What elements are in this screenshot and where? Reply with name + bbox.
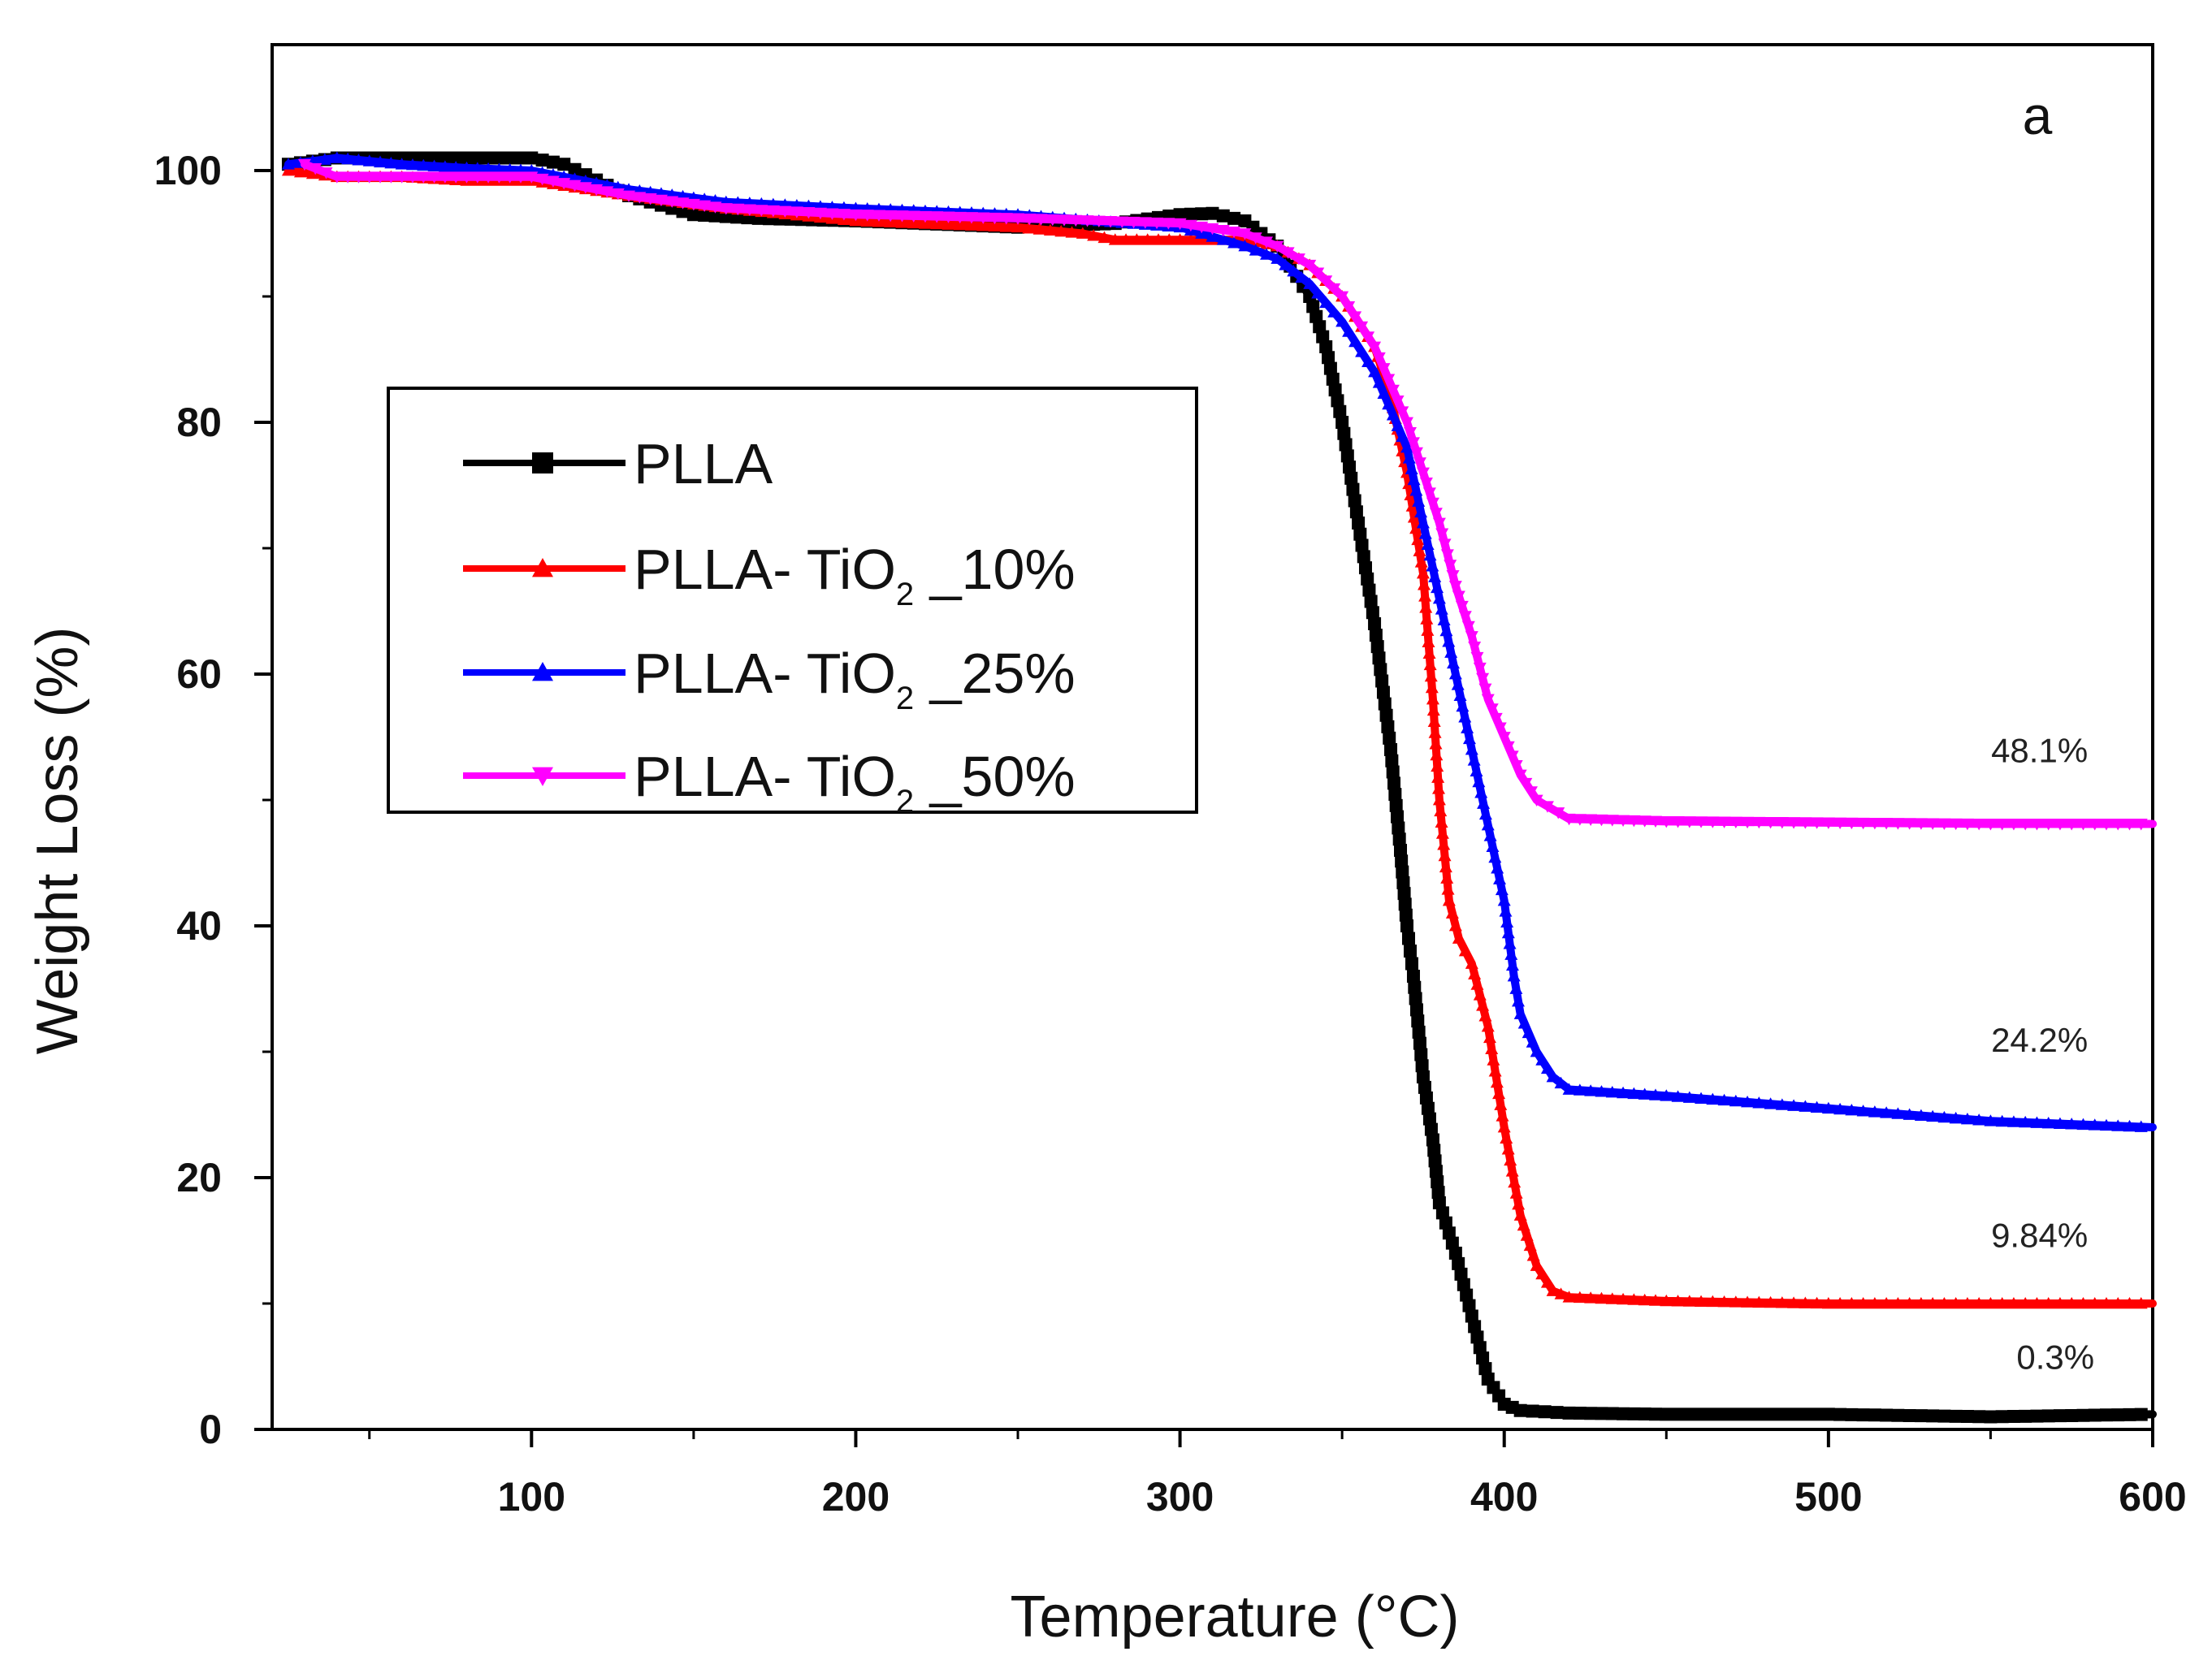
series-2 [281,151,2157,1132]
y-tick-label: 40 [176,903,222,949]
legend-swatch-marker [532,767,553,786]
legend-label: PLLA- TiO2 _25% [634,642,1076,716]
x-tick-label: 200 [822,1474,890,1520]
series-layer [281,151,2157,1424]
residue-annotation: 24.2% [1991,1021,2088,1059]
plot-frame [271,43,2154,1431]
x-tick-label: 400 [1470,1474,1538,1520]
y-tick-label: 0 [199,1407,222,1452]
panel-label: a [2023,85,2053,145]
x-tick-label: 600 [2119,1474,2186,1520]
y-axis-title: Weight Loss (%) [25,627,90,1055]
y-tick-label: 60 [176,651,222,697]
legend-label: PLLA [634,432,773,495]
residue-annotation: 0.3% [2016,1338,2094,1377]
legend-swatch-marker [532,452,553,473]
y-tick-label: 80 [176,400,222,445]
plot-border [271,43,2154,1431]
annotation-layer: 48.1% 24.2% 9.84% 0.3% [1991,732,2094,1377]
x-axis-title: Temperature (°C) [1011,1585,1460,1650]
legend: PLLA PLLA- TiO2 _10% PLLA- TiO2 _25% PLLA- … [387,387,1198,819]
legend-swatch-marker [532,662,553,681]
legend-label: PLLA- TiO2 _50% [634,745,1076,819]
legend-swatch-marker [532,558,553,577]
x-tick-label: 300 [1146,1474,1214,1520]
residue-annotation: 48.1% [1991,732,2088,770]
y-tick-label: 20 [176,1155,222,1200]
legend-box [387,387,1198,814]
axis-ticks: 100 200 300 400 500 600 0 20 40 60 80 100 [154,148,2187,1520]
x-tick-label: 100 [498,1474,565,1520]
y-tick-label: 100 [154,148,222,193]
residue-annotation: 9.84% [1991,1216,2088,1254]
legend-label: PLLA- TiO2 _10% [634,538,1076,612]
series-3 [297,158,2157,831]
x-tick-label: 500 [1794,1474,1862,1520]
